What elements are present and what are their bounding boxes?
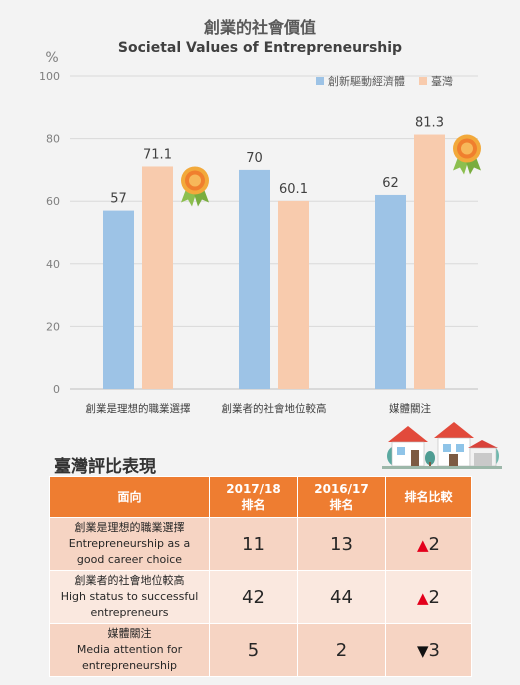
row-item: 創業是理想的職業選擇 Entrepreneurship as a good care… [49,517,210,571]
y-axis-label: % [45,50,58,66]
y-tick-label: 60 [46,195,60,208]
bar [278,200,309,389]
value-label: 62 [382,176,399,191]
arrow-up-icon: ▲ [417,535,429,554]
header-rank-2017: 2017/18 排名 [209,476,298,518]
chart-bars [103,134,445,389]
badges [181,134,481,207]
row-item: 媒體關注 Media attention for entrepreneurship [49,623,210,677]
x-tick-label: 創業者的社會地位較高 [222,402,327,415]
arrow-up-icon: ▲ [417,588,429,607]
bar [239,169,270,389]
value-label: 81.3 [415,116,444,131]
rank-2017: 5 [209,623,298,677]
value-label: 60.1 [279,182,308,197]
table-row: 創業是理想的職業選擇 Entrepreneurship as a good care… [49,517,472,571]
houses-illustration [382,422,502,469]
table-row: 媒體關注 Media attention for entrepreneurship … [49,623,472,677]
y-tick-label: 0 [53,383,60,396]
rank-change: ▲2 [385,517,472,571]
y-tick-label: 100 [39,70,60,83]
bar [103,210,134,389]
table-header-row: 面向 2017/18 排名 2016/17 排名 排名比較 [49,476,472,518]
row-item: 創業者的社會地位較高 High status to successful entre… [49,570,210,624]
rank-2016: 13 [297,517,386,571]
x-tick-label: 創業是理想的職業選擇 [86,402,191,415]
rank-2017: 42 [209,570,298,624]
chart-title: 創業的社會價值 [203,18,316,37]
chart-legend: 創新驅動經濟體 臺灣 [316,74,453,88]
award-ribbon-icon [181,166,209,207]
x-tick-label: 媒體關注 [389,402,431,415]
ranking-section-title: 臺灣評比表現 [54,457,156,477]
badge-core [189,174,201,187]
legend-swatch [419,77,427,85]
arrow-down-icon: ▼ [417,641,429,660]
ranking-table: 面向 2017/18 排名 2016/17 排名 排名比較 創業是理想的職業選擇 En… [49,476,472,677]
table-row: 創業者的社會地位較高 High status to successful entre… [49,570,472,624]
value-label: 71.1 [143,147,172,162]
badge-core [461,142,473,155]
rank-change: ▼3 [385,623,472,677]
y-tick-label: 80 [46,133,60,146]
y-tick-label: 40 [46,258,60,271]
award-ribbon-icon [453,134,481,175]
x-axis-labels: 創業是理想的職業選擇 創業者的社會地位較高 媒體關注 [86,402,432,415]
header-change: 排名比較 [385,476,472,518]
value-label: 57 [110,192,127,207]
value-label: 70 [246,151,263,166]
rank-change: ▲2 [385,570,472,624]
legend-swatch [316,77,324,85]
header-rank-2016: 2016/17 排名 [297,476,386,518]
rank-2016: 44 [297,570,386,624]
legend-label: 創新驅動經濟體 [328,74,405,88]
legend-label: 臺灣 [431,74,453,88]
bar [142,166,173,389]
rank-2017: 11 [209,517,298,571]
y-axis-ticks: 0 20 40 60 80 100 [39,70,60,396]
bar [375,194,406,389]
rank-2016: 2 [297,623,386,677]
y-tick-label: 20 [46,320,60,333]
chart-grid [70,75,478,390]
bar-chart: 0 20 40 60 80 100 % 57 70 62 71.1 60.1 81.3 創業是理想的… [39,50,481,415]
chart-subtitle: Societal Values of Entrepreneurship [117,40,403,56]
bar [414,134,445,389]
header-item: 面向 [49,476,210,518]
value-labels: 57 70 62 71.1 60.1 81.3 [110,116,444,207]
